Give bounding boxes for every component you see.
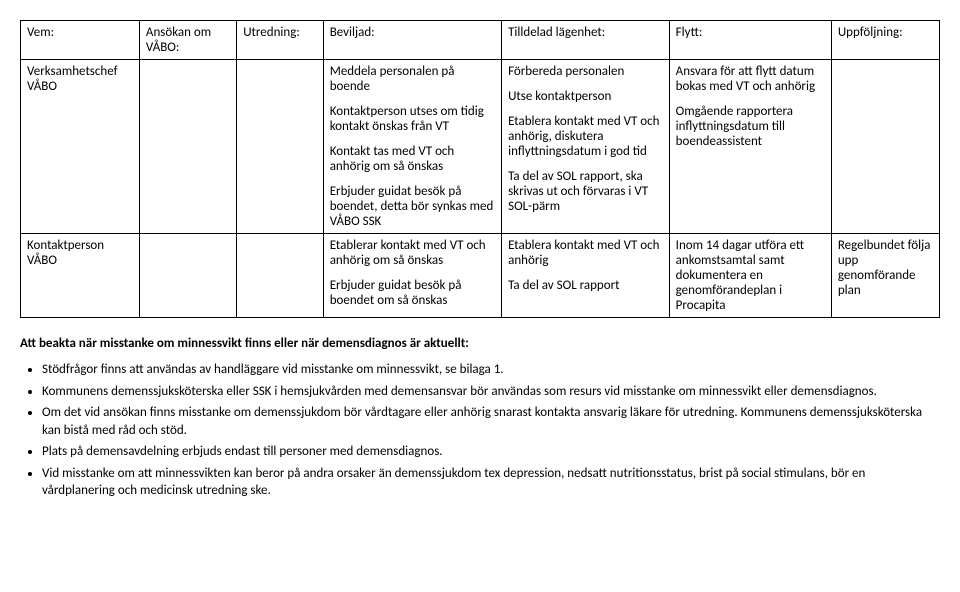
cell-utredning (237, 60, 323, 234)
list-item: Vid misstanke om att minnessvikten kan b… (42, 465, 940, 500)
cell-utredning (237, 234, 323, 318)
cell-text: Förbereda personalen (508, 64, 663, 79)
cell-text: Ta del av SOL rapport (508, 278, 663, 293)
cell-text: Kontakt tas med VT och anhörig om så öns… (330, 144, 495, 174)
cell-text: Etablera kontakt med VT och anhörig, dis… (508, 114, 663, 159)
table-row: Kontaktperson VÅBO Etablerar kontakt med… (21, 234, 940, 318)
list-item: Kommunens demenssjuksköterska eller SSK … (42, 383, 940, 401)
process-table: Vem: Ansökan om VÅBO: Utredning: Bevilja… (20, 20, 940, 318)
cell-text: Erbjuder guidat besök på boendet om så ö… (330, 278, 495, 308)
cell-text: Ansvara för att flytt datum bokas med VT… (676, 64, 825, 94)
cell-text: Etablerar kontakt med VT och anhörig om … (330, 238, 495, 268)
cell-flytt: Inom 14 dagar utföra ett ankomstsamtal s… (669, 234, 831, 318)
cell-beviljad: Meddela personalen på boende Kontaktpers… (323, 60, 501, 234)
cell-text: Omgående rapportera inflyttningsdatum ti… (676, 104, 825, 149)
cell-ansokan (139, 60, 236, 234)
list-item: Plats på demensavdelning erbjuds endast … (42, 443, 940, 461)
cell-text: Meddela personalen på boende (330, 64, 495, 94)
cell-text: Kontaktperson utses om tidig kontakt öns… (330, 104, 495, 134)
cell-text: Etablera kontakt med VT och anhörig (508, 238, 663, 268)
cell-ansokan (139, 234, 236, 318)
col-header-tilldelad: Tilldelad lägenhet: (502, 21, 670, 60)
cell-flytt: Ansvara för att flytt datum bokas med VT… (669, 60, 831, 234)
table-row: Verksamhetschef VÅBO Meddela personalen … (21, 60, 940, 234)
cell-tilldelad: Etablera kontakt med VT och anhörig Ta d… (502, 234, 670, 318)
cell-uppfoljning (831, 60, 939, 234)
col-header-uppfoljning: Uppföljning: (831, 21, 939, 60)
section-heading: Att beakta när misstanke om minnessvikt … (20, 336, 940, 351)
cell-uppfoljning: Regelbundet följa upp genomförande plan (831, 234, 939, 318)
cell-vem: Verksamhetschef VÅBO (21, 60, 140, 234)
cell-beviljad: Etablerar kontakt med VT och anhörig om … (323, 234, 501, 318)
cell-vem: Kontaktperson VÅBO (21, 234, 140, 318)
col-header-vem: Vem: (21, 21, 140, 60)
list-item: Om det vid ansökan finns misstanke om de… (42, 404, 940, 439)
col-header-flytt: Flytt: (669, 21, 831, 60)
cell-text: Erbjuder guidat besök på boendet, detta … (330, 184, 495, 229)
cell-text: Inom 14 dagar utföra ett ankomstsamtal s… (676, 238, 825, 313)
table-header-row: Vem: Ansökan om VÅBO: Utredning: Bevilja… (21, 21, 940, 60)
cell-tilldelad: Förbereda personalen Utse kontaktperson … (502, 60, 670, 234)
bullet-list: Stödfrågor finns att användas av handläg… (20, 361, 940, 500)
list-item: Stödfrågor finns att användas av handläg… (42, 361, 940, 379)
col-header-beviljad: Beviljad: (323, 21, 501, 60)
col-header-utredning: Utredning: (237, 21, 323, 60)
col-header-ansokan: Ansökan om VÅBO: (139, 21, 236, 60)
cell-text: Utse kontaktperson (508, 89, 663, 104)
cell-text: Ta del av SOL rapport, ska skrivas ut oc… (508, 169, 663, 214)
